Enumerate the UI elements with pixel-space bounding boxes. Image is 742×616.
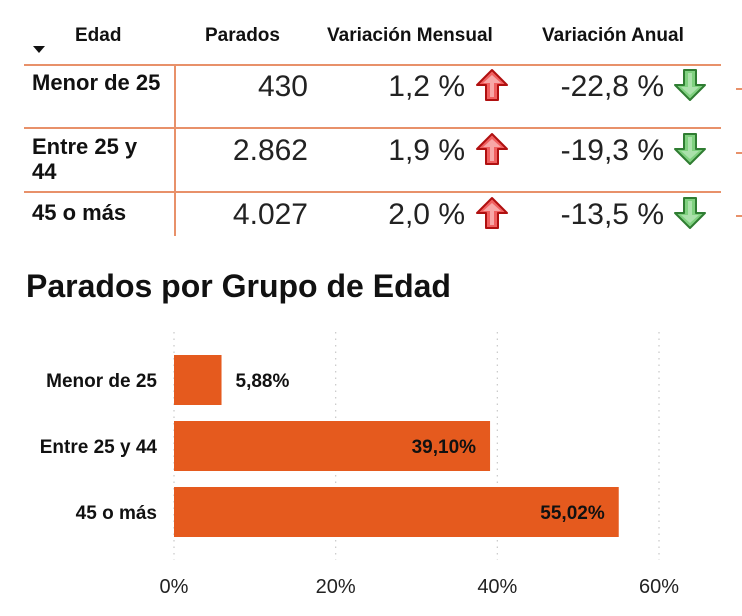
mensual-value: 1,9 % (388, 134, 465, 167)
anual-value: -13,5 % (560, 198, 664, 231)
chart-title: Parados por Grupo de Edad (26, 268, 451, 304)
edge-tick (736, 152, 742, 154)
edge-tick (736, 215, 742, 217)
red-up-arrow-icon (474, 67, 510, 103)
bar (174, 487, 619, 537)
row-label: Entre 25 y 44 (32, 134, 138, 184)
edge-tick (736, 88, 742, 90)
row-divider (24, 191, 721, 193)
bar (174, 355, 222, 405)
row-divider (24, 127, 721, 129)
category-label: 45 o más (76, 503, 157, 524)
row-label: Menor de 25 (32, 70, 161, 95)
category-label: Menor de 25 (46, 371, 157, 392)
header-edad[interactable]: Edad (75, 25, 122, 46)
red-up-arrow-icon (474, 195, 510, 231)
parados-value: 4.027 (232, 198, 308, 231)
sort-down-icon[interactable] (33, 46, 45, 53)
green-down-arrow-icon (672, 131, 708, 167)
header-variacion-mensual[interactable]: Variación Mensual (327, 25, 493, 46)
x-tick-label: 40% (477, 576, 517, 598)
anual-value: -22,8 % (560, 70, 664, 103)
value-label: 39,10% (412, 437, 477, 458)
header-divider (24, 64, 721, 66)
green-down-arrow-icon (672, 67, 708, 103)
x-tick-label: 60% (639, 576, 679, 598)
x-tick-label: 20% (316, 576, 356, 598)
row-label: 45 o más (32, 200, 127, 225)
parados-value: 2.862 (232, 134, 308, 167)
green-down-arrow-icon (672, 195, 708, 231)
mensual-value: 1,2 % (388, 70, 465, 103)
red-up-arrow-icon (474, 131, 510, 167)
summary-table: Edad Parados Variación Mensual Variación… (0, 0, 742, 240)
header-variacion-anual[interactable]: Variación Anual (542, 25, 684, 46)
bar-chart: 0% 20% 40% 60% Menor de 25 5,88% Entre 25 y 44… (40, 332, 679, 598)
category-label: Entre 25 y 44 (40, 437, 158, 458)
mensual-value: 2,0 % (388, 198, 465, 231)
header-parados[interactable]: Parados (205, 25, 280, 46)
column-divider (174, 66, 176, 236)
anual-value: -19,3 % (560, 134, 664, 167)
parados-value: 430 (257, 70, 308, 103)
value-label: 5,88% (236, 371, 290, 392)
value-label: 55,02% (540, 503, 605, 524)
bar (174, 421, 491, 471)
x-tick-label: 0% (160, 576, 189, 598)
